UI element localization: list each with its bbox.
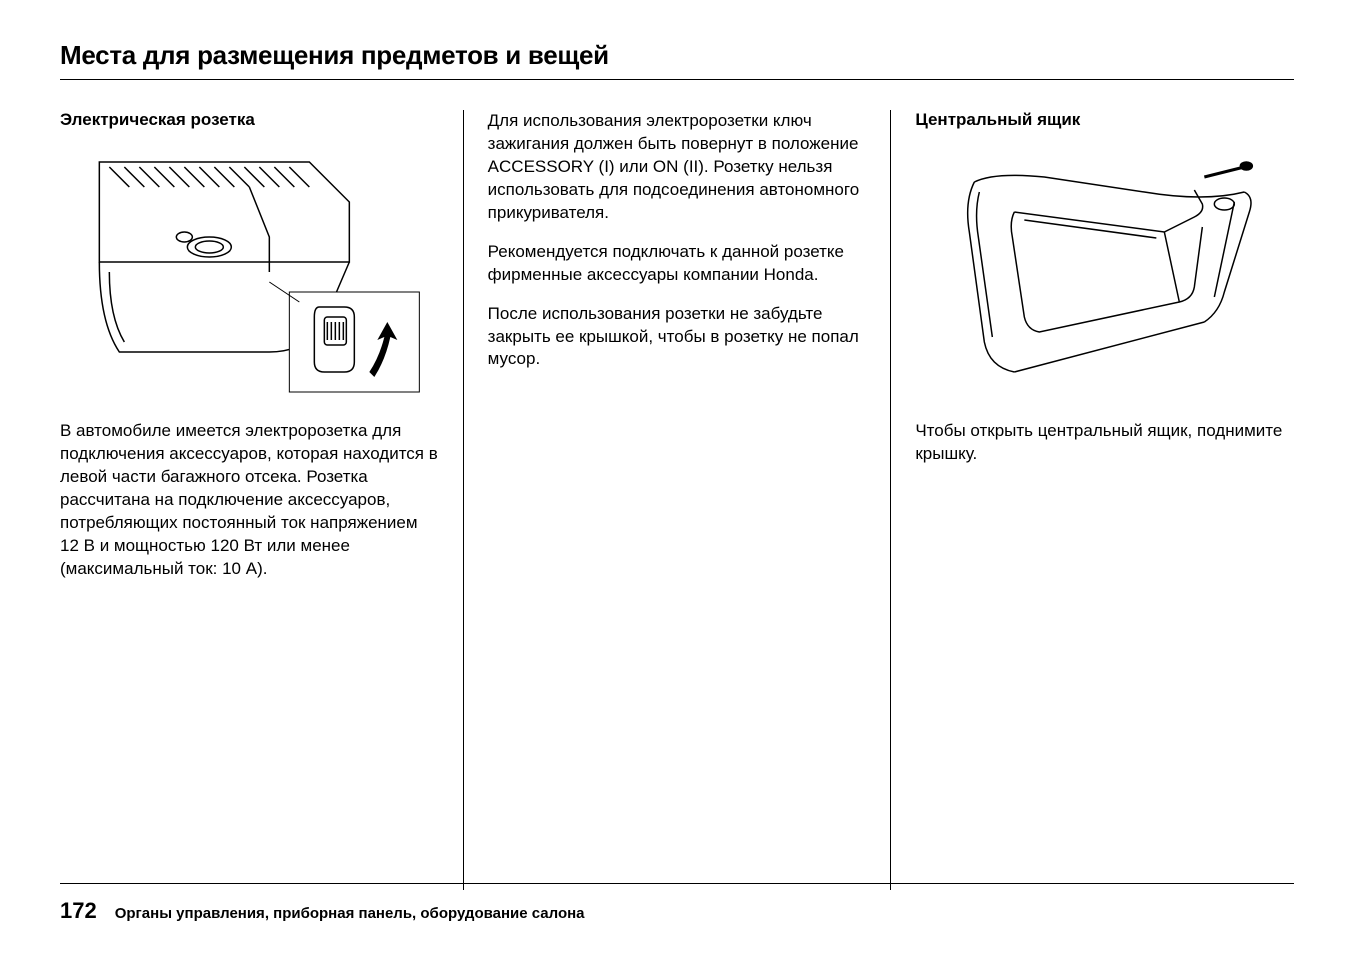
center-tray-illustration: [915, 142, 1294, 402]
page-title: Места для размещения предметов и вещей: [60, 40, 1294, 71]
col2-para2: Рекомендуется подключать к данной розетк…: [488, 241, 867, 287]
column-3: Центральный ящик: [890, 110, 1294, 890]
col3-heading: Центральный ящик: [915, 110, 1294, 130]
footer-text: Органы управления, приборная панель, обо…: [115, 905, 585, 922]
column-1: Электрическая розетка: [60, 110, 463, 890]
power-outlet-illustration: [60, 142, 439, 402]
title-rule: [60, 79, 1294, 80]
col2-para3: После использования розетки не забудьте …: [488, 303, 867, 372]
footer-content: 172 Органы управления, приборная панель,…: [60, 898, 1294, 924]
footer-rule: [60, 883, 1294, 884]
col1-heading: Электрическая розетка: [60, 110, 439, 130]
col1-para1: В автомобиле имеется электророзетка для …: [60, 420, 439, 581]
page-number: 172: [60, 898, 97, 924]
columns-container: Электрическая розетка: [60, 110, 1294, 890]
column-2: Для использования электророзетки ключ за…: [463, 110, 891, 890]
col3-para1: Чтобы открыть центральный ящик, поднимит…: [915, 420, 1294, 466]
page-footer: 172 Органы управления, приборная панель,…: [60, 883, 1294, 924]
col2-para1: Для использования электророзетки ключ за…: [488, 110, 867, 225]
